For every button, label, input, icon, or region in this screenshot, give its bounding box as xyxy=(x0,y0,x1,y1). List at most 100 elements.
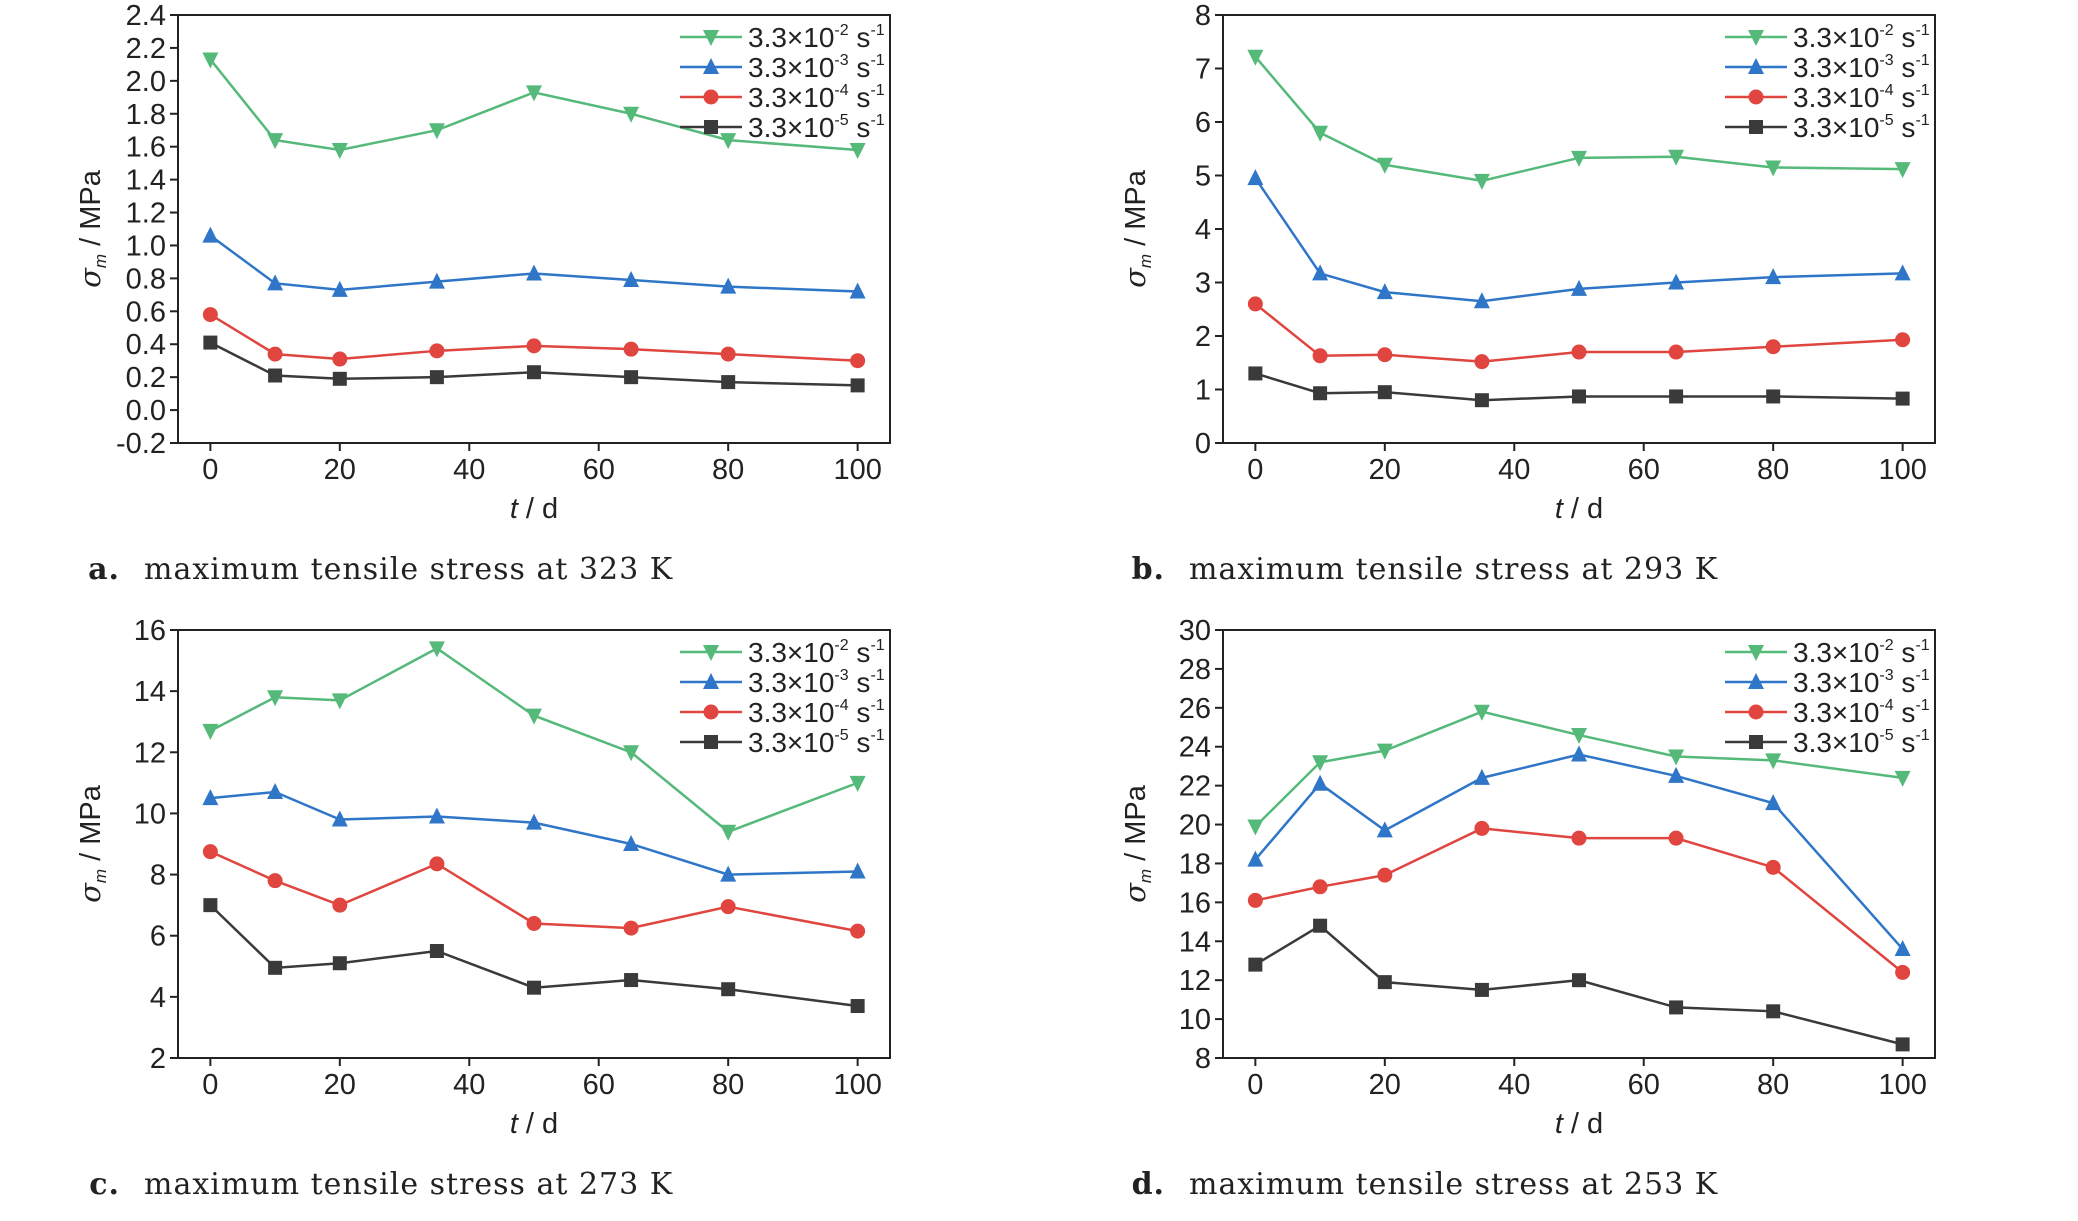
chart-d-series-3 xyxy=(1247,820,1911,980)
chart-d-series-1-point xyxy=(1765,753,1782,770)
chart-a-series-3-line xyxy=(209,313,858,362)
chart-c-ytick-label: 8 xyxy=(150,860,166,892)
chart-b-series-2-line xyxy=(1254,177,1903,303)
chart-a-letter: a. xyxy=(88,552,120,587)
chart-c-series-2-point xyxy=(267,783,284,800)
chart-c-ytick-label: 2 xyxy=(150,1043,166,1075)
chart-c-series-3-point xyxy=(526,915,542,931)
chart-d-series-2 xyxy=(1247,745,1911,957)
chart-a-series-1-point xyxy=(428,123,445,140)
chart-b-series-3-line xyxy=(1254,302,1903,363)
chart-a-legend-label: 3.3×10-2 s-1 xyxy=(748,22,885,53)
chart-d-legend-item-1: 3.3×10-2 s-1 xyxy=(1725,637,1930,668)
chart-c-legend-label: 3.3×10-3 s-1 xyxy=(748,667,885,698)
chart-a-series-2-point xyxy=(526,264,542,281)
chart-d-caption-text: maximum tensile stress at 253 K xyxy=(1189,1167,1719,1202)
chart-a-series-4-point xyxy=(624,370,639,385)
chart-a-series-1-line xyxy=(209,58,858,152)
chart-d-xtick-label: 80 xyxy=(1757,1069,1789,1101)
chart-b-ytick-label: 7 xyxy=(1195,54,1211,86)
chart-b-legend: 3.3×10-2 s-13.3×10-3 s-13.3×10-4 s-13.3×… xyxy=(1725,22,1930,143)
chart-d-series-2-point xyxy=(1894,940,1911,957)
chart-b-xtick-label: 40 xyxy=(1498,454,1530,486)
chart-b-legend-label: 3.3×10-2 s-1 xyxy=(1793,22,1930,53)
chart-d-series-2-point xyxy=(1765,794,1782,811)
chart-c-series-1 xyxy=(202,641,866,841)
chart-a-series-1-point xyxy=(526,85,542,102)
chart-b-series-1-point xyxy=(1247,49,1264,66)
chart-d-series-1 xyxy=(1247,704,1911,836)
chart-d-ytick-label: 22 xyxy=(1179,771,1211,803)
chart-c-series-4-point xyxy=(332,956,347,971)
chart-a-legend-item-1: 3.3×10-2 s-1 xyxy=(680,22,885,53)
chart-d-series-4-point xyxy=(1248,957,1263,972)
chart-b-ytick-label: 5 xyxy=(1195,161,1211,193)
chart-b-series-1-point xyxy=(1312,125,1329,142)
chart-b-series-3-point xyxy=(1571,344,1587,360)
chart-d-frame xyxy=(1222,629,1936,1059)
chart-b-series-3-point xyxy=(1377,347,1393,363)
chart-b-series-1-line xyxy=(1254,55,1903,183)
chart-b-legend-label: 3.3×10-5 s-1 xyxy=(1793,112,1930,143)
chart-b-series-3-point xyxy=(1247,296,1263,312)
chart-a-legend-label: 3.3×10-5 s-1 xyxy=(748,112,885,143)
chart-a-plot: -0.20.00.20.40.60.81.01.21.41.61.82.02.2… xyxy=(73,0,891,525)
chart-d-legend-item-4: 3.3×10-5 s-1 xyxy=(1725,727,1930,758)
chart-b-series-2-point xyxy=(1668,273,1685,290)
chart-c-caption-text: maximum tensile stress at 273 K xyxy=(144,1167,674,1202)
chart-c-series-3-point xyxy=(623,920,639,936)
chart-d-xtick-label: 20 xyxy=(1369,1069,1401,1101)
chart-d-series-3-point xyxy=(1668,830,1684,846)
chart-d-ytick-label: 14 xyxy=(1179,926,1211,958)
chart-a-ytick-label: 2.4 xyxy=(126,0,166,32)
chart-c-series-2-point xyxy=(849,862,866,879)
chart-c-legend-swatch-marker xyxy=(703,645,719,661)
chart-a-series-4-point xyxy=(850,378,865,393)
chart-b-series-4-point xyxy=(1377,385,1392,400)
chart-a-xtick-label: 0 xyxy=(202,454,218,486)
chart-d-legend: 3.3×10-2 s-13.3×10-3 s-13.3×10-4 s-13.3×… xyxy=(1725,637,1930,758)
chart-c-legend-swatch-marker xyxy=(703,673,719,689)
chart-d-series-4-point xyxy=(1766,1004,1781,1019)
chart-b-legend-label: 3.3×10-3 s-1 xyxy=(1793,52,1930,83)
chart-b-series-4-point xyxy=(1766,389,1781,404)
chart-c-legend-label: 3.3×10-2 s-1 xyxy=(748,637,885,668)
chart-c-series-4-point xyxy=(203,898,218,913)
chart-d-series-1-point xyxy=(1376,743,1393,760)
chart-b-series-2-point xyxy=(1894,264,1911,281)
chart-a-ytick-label: 1.6 xyxy=(126,132,166,164)
chart-a-series-3-point xyxy=(850,353,866,369)
chart-d-ytick-label: 12 xyxy=(1179,965,1211,997)
chart-d-ytick-label: 18 xyxy=(1179,848,1211,880)
chart-c-series-2-point xyxy=(428,807,445,824)
chart-b-series-4-point xyxy=(1572,389,1586,404)
chart-d-ytick-label: 24 xyxy=(1179,732,1211,764)
chart-b-series-2 xyxy=(1247,169,1911,309)
chart-c-xtick-label: 40 xyxy=(453,1069,485,1101)
chart-b-legend-swatch-marker xyxy=(1749,120,1763,134)
chart-b-series-3-point xyxy=(1474,354,1490,370)
chart-c-series-4-line xyxy=(209,904,858,1008)
chart-b-series-2-point xyxy=(1765,268,1782,285)
chart-c-series-3-point xyxy=(267,873,283,889)
chart-a-legend: 3.3×10-2 s-13.3×10-3 s-13.3×10-4 s-13.3×… xyxy=(680,22,885,143)
chart-b-legend-item-2: 3.3×10-3 s-1 xyxy=(1725,52,1930,83)
chart-a-series-2-point xyxy=(202,226,219,243)
chart-c-legend-swatch-marker xyxy=(703,704,719,720)
chart-a-series-4-point xyxy=(332,371,347,386)
chart-b-ytick-label: 6 xyxy=(1195,107,1211,139)
chart-c-series-2-line xyxy=(210,790,858,876)
chart-a-ytick-label: 0.0 xyxy=(126,395,166,427)
chart-panel-a: -0.2 0.0 0.2 0.4 0.6 0.8 1.0 1.2 1.4 1.6 1.8 2.0 2.2… xyxy=(60,0,1060,600)
chart-d-series-1-point xyxy=(1247,819,1264,836)
chart-a-ylabel: σm / MPa xyxy=(73,169,110,288)
chart-c-series-2-point xyxy=(331,810,348,827)
chart-c-series-3-point xyxy=(720,899,736,915)
chart-d-caption: d. maximum tensile stress at 253 K xyxy=(1105,1167,2078,1202)
chart-panel-d: 8 10 12 14 16 18 20 22 24 26 28 30 0 20 40 60 80 100 t / d… xyxy=(1105,615,2078,1215)
chart-a-series-4-point xyxy=(203,335,218,350)
chart-c-series-1-point xyxy=(202,723,219,740)
chart-a-series-2-point xyxy=(428,272,445,289)
chart-c-series-1-point xyxy=(331,693,348,710)
chart-c-plot: 2 4 6 8 10 12 14 16 0 20 40 60 80 100 t / d σm / MPa 3.3… xyxy=(73,615,891,1140)
